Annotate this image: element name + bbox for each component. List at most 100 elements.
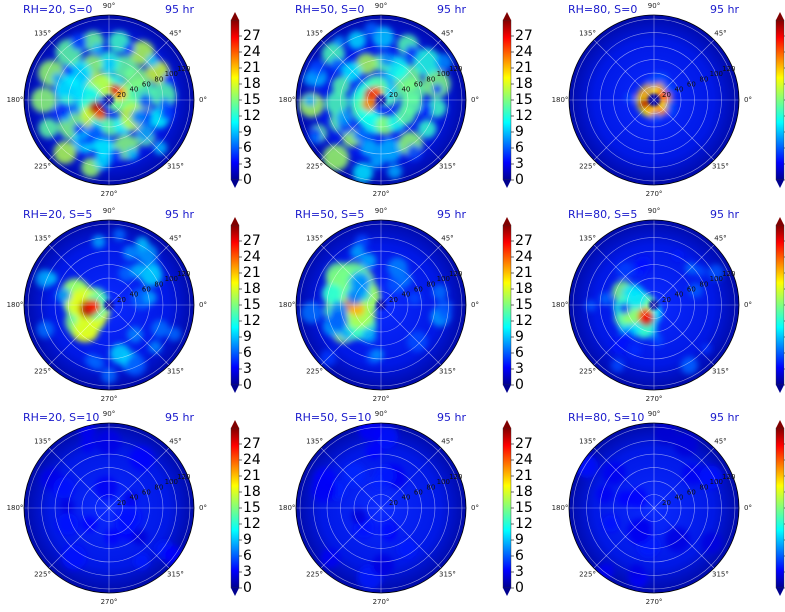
colorbar-extend-min — [776, 180, 784, 188]
angle-tick-label: 225° — [306, 162, 323, 170]
radial-tick-label: 100 — [710, 275, 723, 283]
intensity-blob — [124, 491, 139, 506]
radial-tick-label: 80 — [699, 280, 708, 288]
radial-tick-label: 20 — [389, 499, 398, 507]
angle-tick-label: 180° — [279, 301, 296, 309]
radial-tick-label: 120 — [449, 65, 462, 73]
polar-frame — [295, 219, 467, 391]
colorbar-scale — [775, 224, 785, 386]
intensity-blob — [357, 423, 383, 442]
colorbar-tick-label: 9 — [515, 124, 524, 140]
radial-tick-label: 20 — [389, 91, 398, 99]
angle-tick-label: 45° — [714, 438, 726, 446]
intensity-blob — [681, 463, 703, 485]
panel-title: RH=20, S=0 — [23, 3, 92, 16]
angular-gridline — [380, 507, 442, 569]
colorbar-tick-label: 3 — [243, 156, 252, 172]
angle-tick-label: 225° — [34, 570, 51, 578]
intensity-blob — [397, 539, 417, 558]
intensity-blob — [359, 138, 379, 157]
angular-gridline — [108, 447, 170, 509]
radial-tick-label: 100 — [437, 70, 450, 78]
colorbar-tick-label: 18 — [515, 76, 533, 92]
intensity-blob — [665, 85, 676, 96]
angle-tick-label: 90° — [375, 207, 387, 215]
intensity-blob — [379, 521, 395, 538]
panel-title: RH=50, S=5 — [295, 208, 364, 221]
intensity-blob — [371, 348, 384, 361]
intensity-blob — [331, 76, 351, 95]
intensity-blob — [374, 465, 396, 487]
polar-frame — [23, 422, 195, 594]
colorbar-tick-label: 0 — [243, 172, 252, 188]
intensity-blob — [635, 255, 652, 273]
colorbar-extend-min — [231, 180, 239, 188]
colorbar-tick-label: 12 — [243, 108, 261, 124]
colorbar-tick-label: 6 — [515, 140, 524, 156]
colorbar-tick-label: 21 — [243, 468, 261, 484]
colorbar-tick-label: 24 — [515, 44, 533, 60]
radial-tick-label: 40 — [129, 86, 138, 94]
colorbar-tick-label: 12 — [515, 516, 533, 532]
intensity-blob — [627, 488, 648, 508]
intensity-blob — [138, 94, 153, 109]
angular-gridline — [593, 39, 655, 101]
angle-tick-label: 225° — [579, 162, 596, 170]
intensity-blob — [148, 340, 162, 354]
colorbar-extend-max — [231, 217, 239, 225]
angle-tick-label: 0° — [744, 504, 752, 512]
intensity-blob — [404, 45, 419, 60]
colorbar-tick-label: 21 — [243, 60, 261, 76]
intensity-blob — [70, 33, 88, 51]
colorbar-tick-label: 27 — [515, 436, 533, 452]
colorbar-extend-min — [503, 180, 511, 188]
intensity-blob — [123, 42, 136, 55]
angle-tick-label: 135° — [306, 235, 323, 243]
radial-tick-label: 40 — [401, 86, 410, 94]
colorbar-extend-min — [503, 588, 511, 596]
intensity-blob — [135, 236, 149, 250]
radial-tick-label: 80 — [699, 75, 708, 83]
colorbar-tick-label: 24 — [243, 44, 261, 60]
colorbar-tick-label: 15 — [515, 500, 533, 516]
radial-tick-label: 40 — [674, 291, 683, 299]
intensity-field — [311, 423, 417, 590]
angle-tick-label: 135° — [579, 30, 596, 38]
angle-tick-label: 135° — [579, 438, 596, 446]
angular-gridline — [108, 304, 170, 366]
colorbar-tick-label: 0 — [243, 377, 252, 393]
intensity-blob — [104, 528, 121, 545]
time-label: 95 hr — [165, 3, 194, 16]
intensity-blob — [133, 553, 150, 570]
colorbar-extend-min — [503, 385, 511, 393]
intensity-blob — [61, 544, 87, 570]
time-label: 95 hr — [437, 208, 466, 221]
colorbar-tick-label: 15 — [243, 92, 261, 108]
colorbar-extend-max — [231, 12, 239, 20]
colorbar-tick-label: 27 — [243, 233, 261, 249]
radial-tick-label: 40 — [674, 86, 683, 94]
angle-tick-label: 270° — [101, 598, 118, 606]
colorbar-tick-label: 18 — [243, 281, 261, 297]
colorbar-tick-label: 0 — [515, 580, 524, 596]
angular-gridline — [320, 244, 382, 306]
angle-tick-label: 180° — [279, 504, 296, 512]
colorbar-tick-label: 6 — [515, 548, 524, 564]
intensity-blob — [329, 57, 345, 72]
colorbar-tick-label: 9 — [243, 124, 252, 140]
angle-tick-label: 135° — [306, 30, 323, 38]
intensity-blob — [322, 144, 350, 171]
colorbar-tick-label: 24 — [515, 249, 533, 265]
angle-tick-label: 45° — [169, 438, 181, 446]
angle-tick-label: 225° — [306, 570, 323, 578]
intensity-blob — [666, 100, 677, 111]
intensity-blob — [406, 144, 422, 161]
colorbar-tick-label: 27 — [515, 28, 533, 44]
polar-frame — [568, 219, 740, 391]
angle-tick-label: 45° — [441, 30, 453, 38]
angle-tick-label: 0° — [199, 301, 207, 309]
radial-tick-label: 20 — [662, 91, 671, 99]
angle-tick-label: 225° — [579, 367, 596, 375]
colorbar-extend-min — [231, 588, 239, 596]
